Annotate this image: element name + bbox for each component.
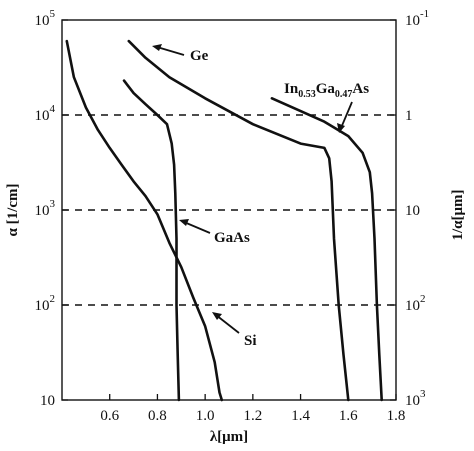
y-axis-left-title: α [1/cm] [5, 184, 21, 237]
y-tick-label-exponent: 5 [50, 8, 56, 20]
x-tick-label-1.0: 1.0 [196, 408, 215, 424]
y-tick-label-left-100: 102 [35, 293, 56, 314]
curve-in0-53ga0-47as [270, 97, 383, 402]
x-tick-label-0.8: 0.8 [148, 408, 167, 424]
y-tick-label-exponent: 4 [50, 103, 56, 115]
y-tick-label-exponent: 3 [50, 198, 56, 210]
y-tick-label-base: 10 [405, 393, 420, 409]
gaas-label: GaAs [214, 230, 250, 246]
ge-arrow-head [152, 44, 162, 51]
si-arrow-head [212, 312, 222, 320]
x-tick-label-1.8: 1.8 [387, 408, 406, 424]
y-tick-label-base: 10 [35, 203, 50, 219]
y-tick-label-exponent: -1 [420, 8, 429, 20]
curve-si [65, 39, 224, 402]
y-tick-label-right-100: 102 [405, 293, 426, 314]
curve-gaas [122, 79, 181, 402]
y-tick-label-base: 10 [405, 298, 420, 314]
axis-ticks [62, 19, 397, 401]
gaas-annotation: GaAs [179, 219, 250, 246]
x-tick-label-1.4: 1.4 [291, 408, 310, 424]
plot-frame [61, 19, 397, 401]
y-tick-label-base: 10 [35, 13, 50, 29]
ingaas-arrow [340, 101, 353, 129]
ingaas-label-sub2: 0.47 [335, 89, 353, 100]
y-tick-label-right-1000: 10 [405, 203, 420, 219]
y-tick-label-right-10000: 1 [405, 108, 413, 124]
gridlines [62, 114, 396, 306]
ingaas-label-ga: Ga [316, 81, 336, 97]
x-tick-label-1.6: 1.6 [339, 408, 358, 424]
y-tick-label-base: 10 [35, 108, 50, 124]
ingaas-annotation: In0.53Ga0.47As [284, 81, 369, 133]
ingaas-arrow-head [337, 123, 345, 133]
y-tick-label-exponent: 3 [420, 388, 426, 400]
y-tick-label-base: 10 [405, 203, 420, 219]
y-tick-label-exponent: 2 [50, 293, 56, 305]
tick-labels: 0.6 0.8 1.0 1.2 1.4 1.6 1.81051041031021010-11… [35, 8, 430, 424]
y-tick-label-left-100000: 105 [35, 8, 56, 29]
y-tick-label-left-10: 10 [40, 393, 55, 409]
y-tick-label-right-100000: 10-1 [405, 8, 429, 29]
y-tick-label-exponent: 2 [420, 293, 426, 305]
gaas-arrow-head [179, 219, 189, 226]
y-tick-label-base: 10 [35, 298, 50, 314]
curve-ge [127, 39, 350, 402]
ingaas-label-as: As [352, 81, 369, 97]
x-axis-title: λ[μm] [210, 429, 248, 445]
x-tick-label-1.2: 1.2 [243, 408, 262, 424]
y-tick-label-left-1000: 103 [35, 198, 56, 219]
ge-label: Ge [190, 48, 209, 64]
y-tick-label-left-10000: 104 [35, 103, 56, 124]
ingaas-label: In0.53Ga0.47As [284, 81, 369, 100]
y-tick-label-base: 10 [405, 13, 420, 29]
y-axis-right-title: 1/α[μm] [450, 189, 466, 240]
y-tick-label-right-10: 103 [405, 388, 426, 409]
si-arrow [215, 314, 240, 334]
si-label: Si [244, 333, 257, 349]
curves [65, 39, 383, 402]
ge-annotation: Ge [152, 44, 209, 64]
si-annotation: Si [212, 312, 257, 349]
ge-arrow [156, 46, 185, 56]
y-tick-label-base: 10 [40, 393, 55, 409]
x-tick-label-0.6: 0.6 [100, 408, 119, 424]
gaas-arrow [183, 221, 211, 234]
ingaas-label-in: In [284, 81, 299, 97]
y-tick-label-base: 1 [405, 108, 413, 124]
ingaas-label-sub1: 0.53 [298, 89, 316, 100]
